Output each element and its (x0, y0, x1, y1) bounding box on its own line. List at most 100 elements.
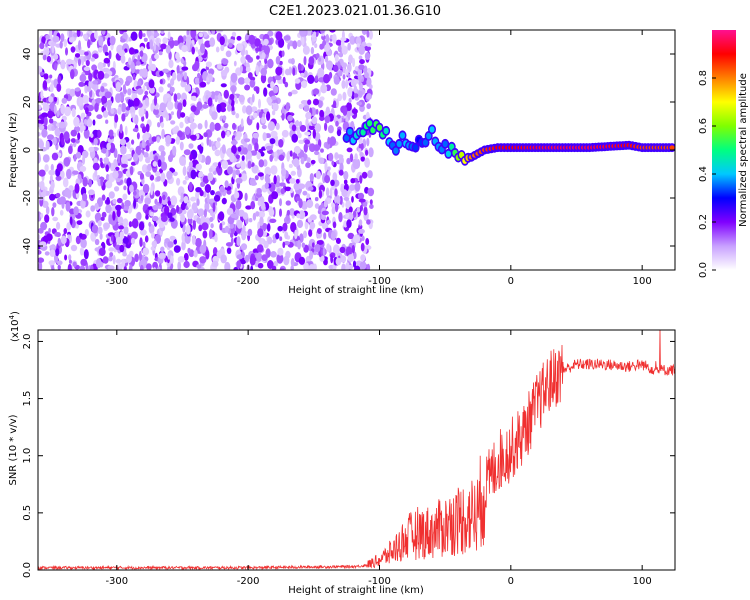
noise-blob (302, 45, 310, 55)
noise-blob (339, 246, 346, 254)
noise-blob (142, 241, 146, 248)
noise-blob (151, 136, 157, 142)
x-tick-label: -100 (368, 576, 391, 587)
noise-blob (79, 265, 86, 270)
noise-blob (334, 152, 338, 159)
noise-blob (285, 102, 290, 112)
noise-blob (39, 71, 45, 76)
noise-blob (238, 94, 245, 103)
snr-x-ticks: -300 -200 -100 0 100 (105, 330, 652, 587)
noise-blob (149, 87, 156, 94)
noise-blob (357, 90, 363, 98)
noise-blob (74, 87, 81, 92)
noise-blob (88, 178, 92, 188)
noise-blob (162, 68, 170, 74)
noise-blob (272, 85, 279, 94)
noise-blob (176, 205, 180, 213)
noise-blob (206, 192, 210, 203)
noise-blob (153, 95, 158, 106)
noise-blob (145, 156, 151, 164)
noise-blob (296, 219, 304, 229)
noise-blob (130, 231, 138, 240)
noise-blob (40, 212, 44, 219)
noise-blob (83, 128, 90, 139)
noise-blob (273, 175, 277, 185)
noise-blob (333, 64, 339, 72)
x-tick-label: -300 (105, 276, 128, 287)
noise-blob (221, 130, 226, 139)
noise-blob (179, 141, 184, 151)
noise-blob (358, 64, 365, 70)
noise-blob (288, 66, 292, 76)
noise-blob (297, 63, 302, 71)
noise-blob (106, 197, 110, 205)
noise-blob (261, 52, 266, 60)
noise-blob (363, 45, 372, 52)
noise-blob (105, 180, 113, 189)
noise-blob (117, 216, 124, 224)
noise-blob (297, 239, 301, 250)
spectrogram-y-ticks: -40 -20 0 20 40 (22, 48, 675, 254)
noise-blob (121, 258, 126, 268)
noise-blob (321, 210, 329, 216)
noise-blob (41, 36, 46, 45)
noise-blob (351, 196, 354, 203)
noise-blob (45, 206, 50, 215)
noise-blob (95, 97, 103, 104)
noise-blob (70, 244, 78, 252)
noise-blob (44, 164, 49, 172)
noise-blob (302, 190, 308, 196)
noise-blob (347, 254, 355, 262)
noise-blob (249, 255, 256, 266)
noise-blob (248, 34, 256, 45)
noise-blob (221, 160, 229, 169)
noise-blob (106, 99, 113, 107)
noise-blob (66, 168, 72, 180)
noise-blob (284, 186, 292, 192)
noise-blob (300, 36, 305, 46)
noise-blob (177, 261, 182, 270)
noise-blob (82, 33, 88, 40)
noise-blob (67, 234, 71, 240)
noise-blob (309, 214, 317, 221)
noise-blob (51, 41, 57, 47)
noise-blob (209, 208, 213, 216)
noise-blob (250, 181, 257, 186)
noise-blob (105, 204, 112, 214)
noise-blob (197, 72, 201, 79)
noise-blob (63, 106, 72, 117)
noise-blob (97, 226, 103, 235)
noise-blob (271, 191, 279, 200)
y-tick-label: -40 (22, 238, 33, 254)
noise-blob (268, 208, 275, 217)
noise-blob (145, 171, 152, 178)
noise-blob (258, 159, 265, 168)
noise-blob (83, 118, 88, 125)
noise-blob (220, 44, 225, 52)
noise-blob (189, 116, 194, 124)
noise-blob (46, 55, 52, 63)
noise-blob (165, 44, 171, 54)
noise-blob (138, 221, 145, 231)
noise-blob (186, 209, 194, 220)
noise-blob (57, 264, 61, 270)
noise-blob (291, 124, 297, 132)
noise-blob (41, 112, 49, 118)
noise-blob (133, 97, 140, 107)
noise-blob (214, 149, 221, 157)
noise-blob (366, 103, 372, 110)
noise-blob (240, 50, 245, 57)
snr-plot-area (38, 330, 675, 570)
noise-blob (64, 254, 68, 261)
noise-blob (38, 104, 42, 110)
noise-blob (308, 56, 315, 66)
noise-blob (141, 139, 145, 148)
noise-blob (270, 251, 277, 258)
noise-blob (102, 110, 109, 118)
noise-blob (90, 264, 94, 270)
noise-blob (289, 208, 295, 216)
noise-blob (120, 38, 126, 43)
noise-blob (324, 175, 331, 184)
noise-blob (182, 35, 187, 43)
noise-blob (298, 183, 306, 190)
